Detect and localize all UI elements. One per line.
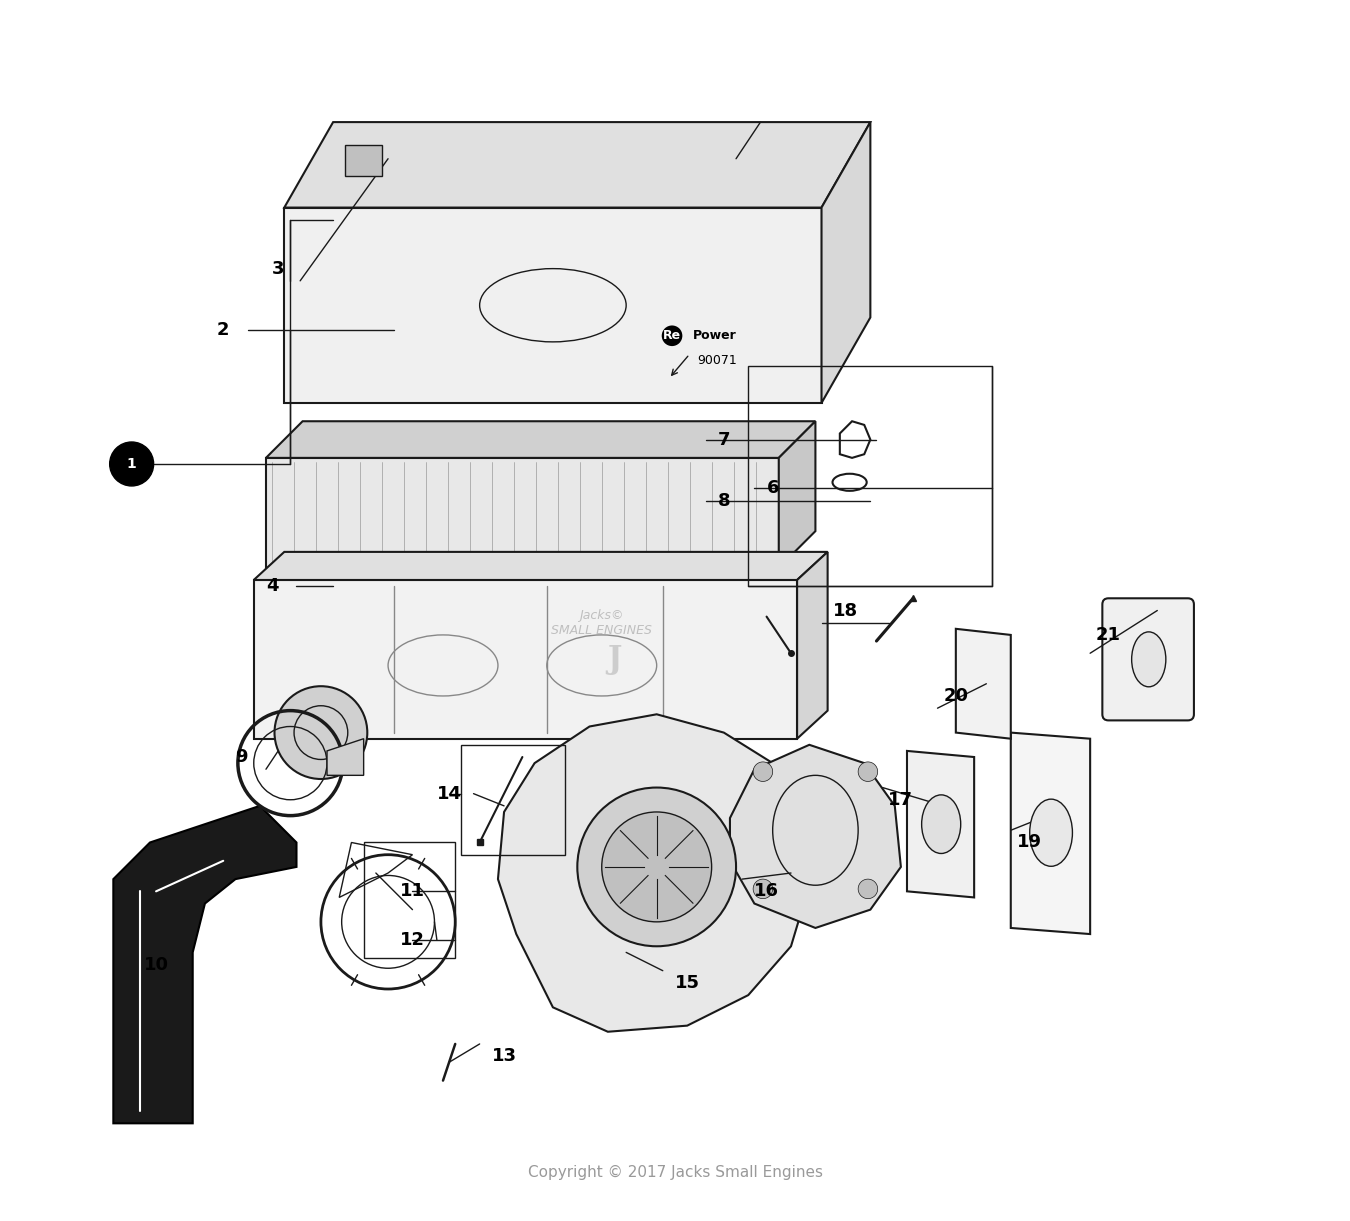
Text: Re: Re [663,330,682,342]
Text: 9: 9 [235,748,248,766]
Polygon shape [1011,733,1091,934]
Text: 3: 3 [271,260,285,277]
Polygon shape [346,145,382,176]
FancyBboxPatch shape [1103,598,1193,720]
Text: 7: 7 [718,431,730,448]
Ellipse shape [1030,800,1072,867]
Polygon shape [907,751,975,897]
Circle shape [274,686,367,779]
Text: 16: 16 [755,883,779,900]
Text: 19: 19 [1017,834,1042,851]
Polygon shape [956,629,1011,739]
Text: Power: Power [694,330,737,342]
Text: 12: 12 [400,932,425,949]
Text: 15: 15 [675,974,699,991]
Circle shape [859,879,878,899]
Polygon shape [327,739,363,775]
Circle shape [109,442,154,486]
Text: 1: 1 [127,457,136,471]
Text: 21: 21 [1096,626,1120,643]
Text: Copyright © 2017 Jacks Small Engines: Copyright © 2017 Jacks Small Engines [528,1165,822,1179]
Polygon shape [730,745,900,928]
Text: 6: 6 [767,480,779,497]
Text: 11: 11 [400,883,425,900]
Polygon shape [285,208,822,403]
Ellipse shape [1131,632,1166,686]
Polygon shape [113,806,297,1123]
Circle shape [578,788,736,946]
Polygon shape [285,122,871,208]
Text: 14: 14 [436,785,462,802]
Polygon shape [266,421,815,458]
Polygon shape [498,714,809,1032]
Text: 17: 17 [888,791,914,808]
Polygon shape [266,458,779,568]
Text: 2: 2 [217,321,230,338]
Text: 13: 13 [491,1048,517,1065]
Polygon shape [822,122,871,403]
Circle shape [859,762,878,781]
Text: J: J [606,643,621,675]
Text: 18: 18 [833,602,859,619]
Text: 10: 10 [143,956,169,973]
Polygon shape [254,552,828,580]
Polygon shape [779,421,815,568]
Text: 20: 20 [944,687,968,705]
Text: 8: 8 [718,492,730,509]
Polygon shape [796,552,828,739]
Ellipse shape [922,795,961,853]
Polygon shape [254,580,796,739]
Text: 4: 4 [266,578,278,595]
Text: Jacks©
SMALL ENGINES: Jacks© SMALL ENGINES [551,609,652,636]
Circle shape [602,812,711,922]
Circle shape [753,879,772,899]
Text: 90071: 90071 [697,354,737,366]
Circle shape [753,762,772,781]
